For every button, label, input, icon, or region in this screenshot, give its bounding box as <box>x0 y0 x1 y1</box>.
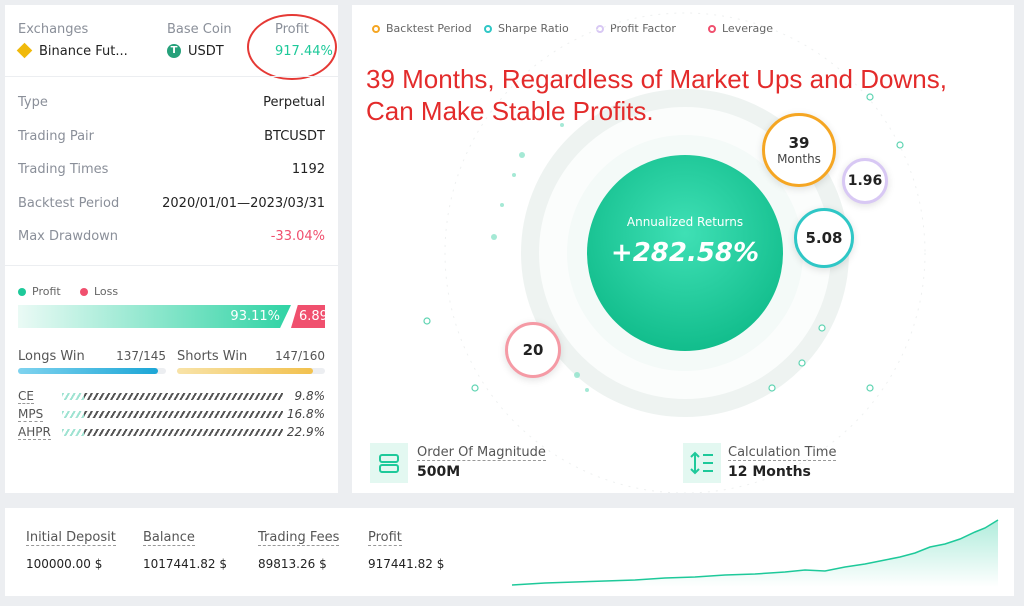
legend-dot <box>708 25 716 33</box>
detail-value: BTCUSDT <box>264 128 325 144</box>
bubble-value: 39 <box>788 134 810 152</box>
icon <box>379 454 399 473</box>
metric-label: CE <box>18 389 34 404</box>
detail-value: 2020/01/01—2023/03/31 <box>162 195 325 211</box>
summary-label: Balance <box>143 530 195 546</box>
bubble-value: 20 <box>522 341 544 359</box>
label: Profit <box>275 22 309 37</box>
bubble: 5.08 <box>794 208 854 268</box>
metric-label: MPS <box>18 407 44 422</box>
stat-value: 12 Months <box>728 464 811 480</box>
bubble-unit: Months <box>777 152 821 166</box>
legend-dot <box>596 25 604 33</box>
detail-label: Max Drawdown <box>18 229 119 244</box>
detail-label: Trading Pair <box>18 128 95 144</box>
win-bar <box>177 368 313 374</box>
profit-bar <box>18 305 291 328</box>
label: Base Coin <box>167 22 232 37</box>
highlight-ellipse <box>247 14 337 80</box>
summary-value: 917441.82 $ <box>368 557 445 571</box>
legend-label: Backtest Period <box>386 22 472 35</box>
win-value: 147/160 <box>275 349 325 363</box>
label: Exchanges <box>18 22 89 37</box>
summary-label: Initial Deposit <box>26 530 116 546</box>
divider <box>5 76 338 77</box>
metric-value: 16.8% <box>286 407 325 421</box>
stat-label: Order Of Magnitude <box>417 445 546 461</box>
summary-value: 89813.26 $ <box>258 557 327 571</box>
annotation: 39 Months, Regardless of Market Ups and … <box>366 64 947 126</box>
stat-value: 500M <box>417 464 461 480</box>
annualized-label: Annualized Returns <box>626 215 744 229</box>
metric-bar <box>62 393 283 400</box>
detail-value: -33.04% <box>270 229 325 244</box>
bubble: 20 <box>505 322 561 378</box>
detail-label: Backtest Period <box>18 195 120 211</box>
detail-value: 1192 <box>291 162 325 177</box>
legend-label: Leverage <box>722 22 773 35</box>
loss-bar: 6.89% <box>291 305 325 328</box>
win-track <box>18 368 166 374</box>
metric-label: AHPR <box>18 425 51 440</box>
legend-dot <box>372 25 380 33</box>
bubble-value: 1.96 <box>847 173 883 189</box>
usdt-icon: T <box>167 44 181 58</box>
particles <box>491 123 589 392</box>
ring-dots <box>423 93 904 392</box>
metric-value: 9.8% <box>294 389 326 403</box>
time-icon <box>683 443 721 483</box>
summary-value: 1017441.82 $ <box>143 557 227 571</box>
detail-value: Perpetual <box>263 95 325 110</box>
legend-dot <box>80 288 88 296</box>
value: USDT <box>188 44 224 59</box>
bubble: 39 Months <box>762 113 836 187</box>
win-track <box>177 368 325 374</box>
legend-label: Loss <box>94 285 119 298</box>
legend-dot <box>18 288 26 296</box>
divider <box>5 265 338 266</box>
win-label: Shorts Win <box>177 349 248 364</box>
icon <box>690 451 713 475</box>
sparkline-line <box>511 519 999 586</box>
bubble-value: 5.08 <box>805 229 843 247</box>
value: 917.44% <box>275 44 333 59</box>
sparkline-area <box>512 520 998 587</box>
bubble: 1.96 <box>842 158 888 204</box>
summary-label: Trading Fees <box>258 530 340 546</box>
equity-sparkline <box>511 519 999 587</box>
legend-label: Profit <box>32 285 61 298</box>
legend-label: Sharpe Ratio <box>498 22 569 35</box>
ring <box>444 12 926 493</box>
summary-value: 100000.00 $ <box>26 557 103 571</box>
win-bar <box>18 368 158 374</box>
win-value: 137/145 <box>116 349 166 363</box>
ellipse <box>247 14 337 80</box>
win-label: Longs Win <box>18 349 85 364</box>
profit-bar-label: 93.11% <box>230 309 280 324</box>
value: Binance Fut... <box>39 44 128 59</box>
stat-label: Calculation Time <box>728 445 837 461</box>
metric-bar <box>62 411 283 418</box>
decor-rings <box>423 12 926 493</box>
summary-label: Profit <box>368 530 402 546</box>
main-circle <box>587 155 783 351</box>
magnitude-icon <box>370 443 408 483</box>
annualized-value: +282.58% <box>610 238 760 268</box>
legend-label: Profit Factor <box>610 22 676 35</box>
detail-label: Trading Times <box>18 162 109 177</box>
legend-dot <box>484 25 492 33</box>
metric-value: 22.9% <box>286 425 325 439</box>
metric-bar <box>62 429 283 436</box>
detail-label: Type <box>18 95 48 110</box>
loss-bar-label: 6.89% <box>299 309 325 324</box>
